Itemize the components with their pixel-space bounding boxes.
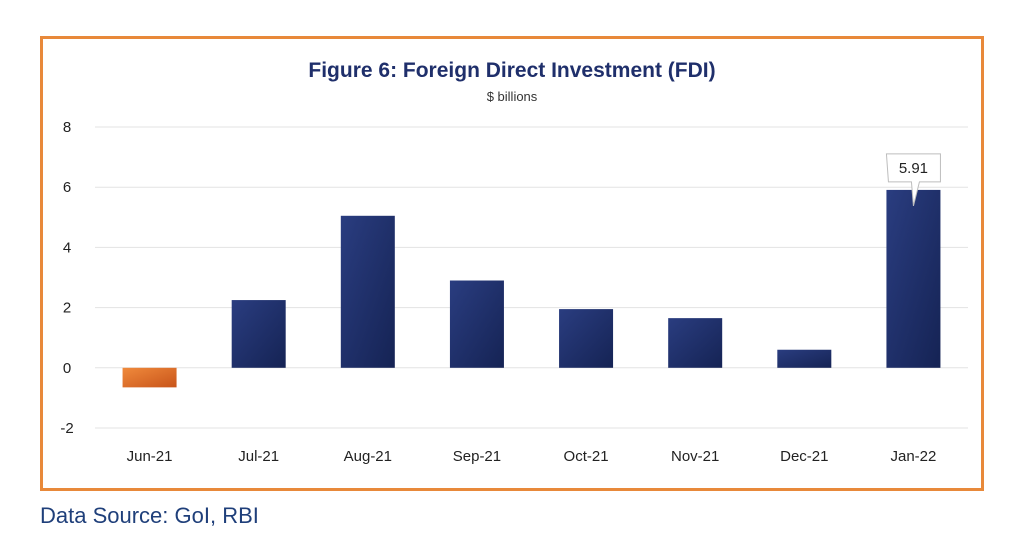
bar-jan-22 <box>886 189 941 368</box>
bar-jun-21 <box>122 367 177 388</box>
bar-sep-21 <box>449 280 504 368</box>
y-tick-label: 6 <box>63 179 71 196</box>
x-tick-label: Nov-21 <box>671 448 719 465</box>
bar-dec-21 <box>777 349 832 368</box>
x-tick-label: Jan-22 <box>891 448 937 465</box>
chart-subtitle: $ billions <box>486 89 538 104</box>
bar-chart: -2 0 2 4 6 8 Jun-21 Jul-21 Aug-21 Sep-21 Oct-21 Nov… <box>60 119 968 465</box>
x-tick-label: Oct-21 <box>564 448 609 465</box>
annotation-callout <box>885 153 941 207</box>
bar-aug-21 <box>340 215 395 368</box>
y-tick-label: -2 <box>60 420 73 437</box>
data-label: 5.91 <box>899 160 928 177</box>
y-tick-label: 4 <box>63 239 71 256</box>
chart-frame: Figure 6: Foreign Direct Investment (FDI… <box>40 36 984 491</box>
y-tick-label: 2 <box>63 300 71 317</box>
data-source: Data Source: GoI, RBI <box>40 503 259 528</box>
bar-nov-21 <box>668 318 723 368</box>
chart-title: Figure 6: Foreign Direct Investment (FDI… <box>308 59 716 82</box>
y-tick-label: 0 <box>63 360 71 377</box>
bar-oct-21 <box>559 309 614 368</box>
x-tick-label: Jun-21 <box>127 448 173 465</box>
x-tick-label: Aug-21 <box>344 448 392 465</box>
x-tick-label: Jul-21 <box>238 448 279 465</box>
x-tick-label: Sep-21 <box>453 448 501 465</box>
bar-jul-21 <box>231 300 286 368</box>
x-tick-label: Dec-21 <box>780 448 828 465</box>
y-tick-label: 8 <box>63 119 71 136</box>
